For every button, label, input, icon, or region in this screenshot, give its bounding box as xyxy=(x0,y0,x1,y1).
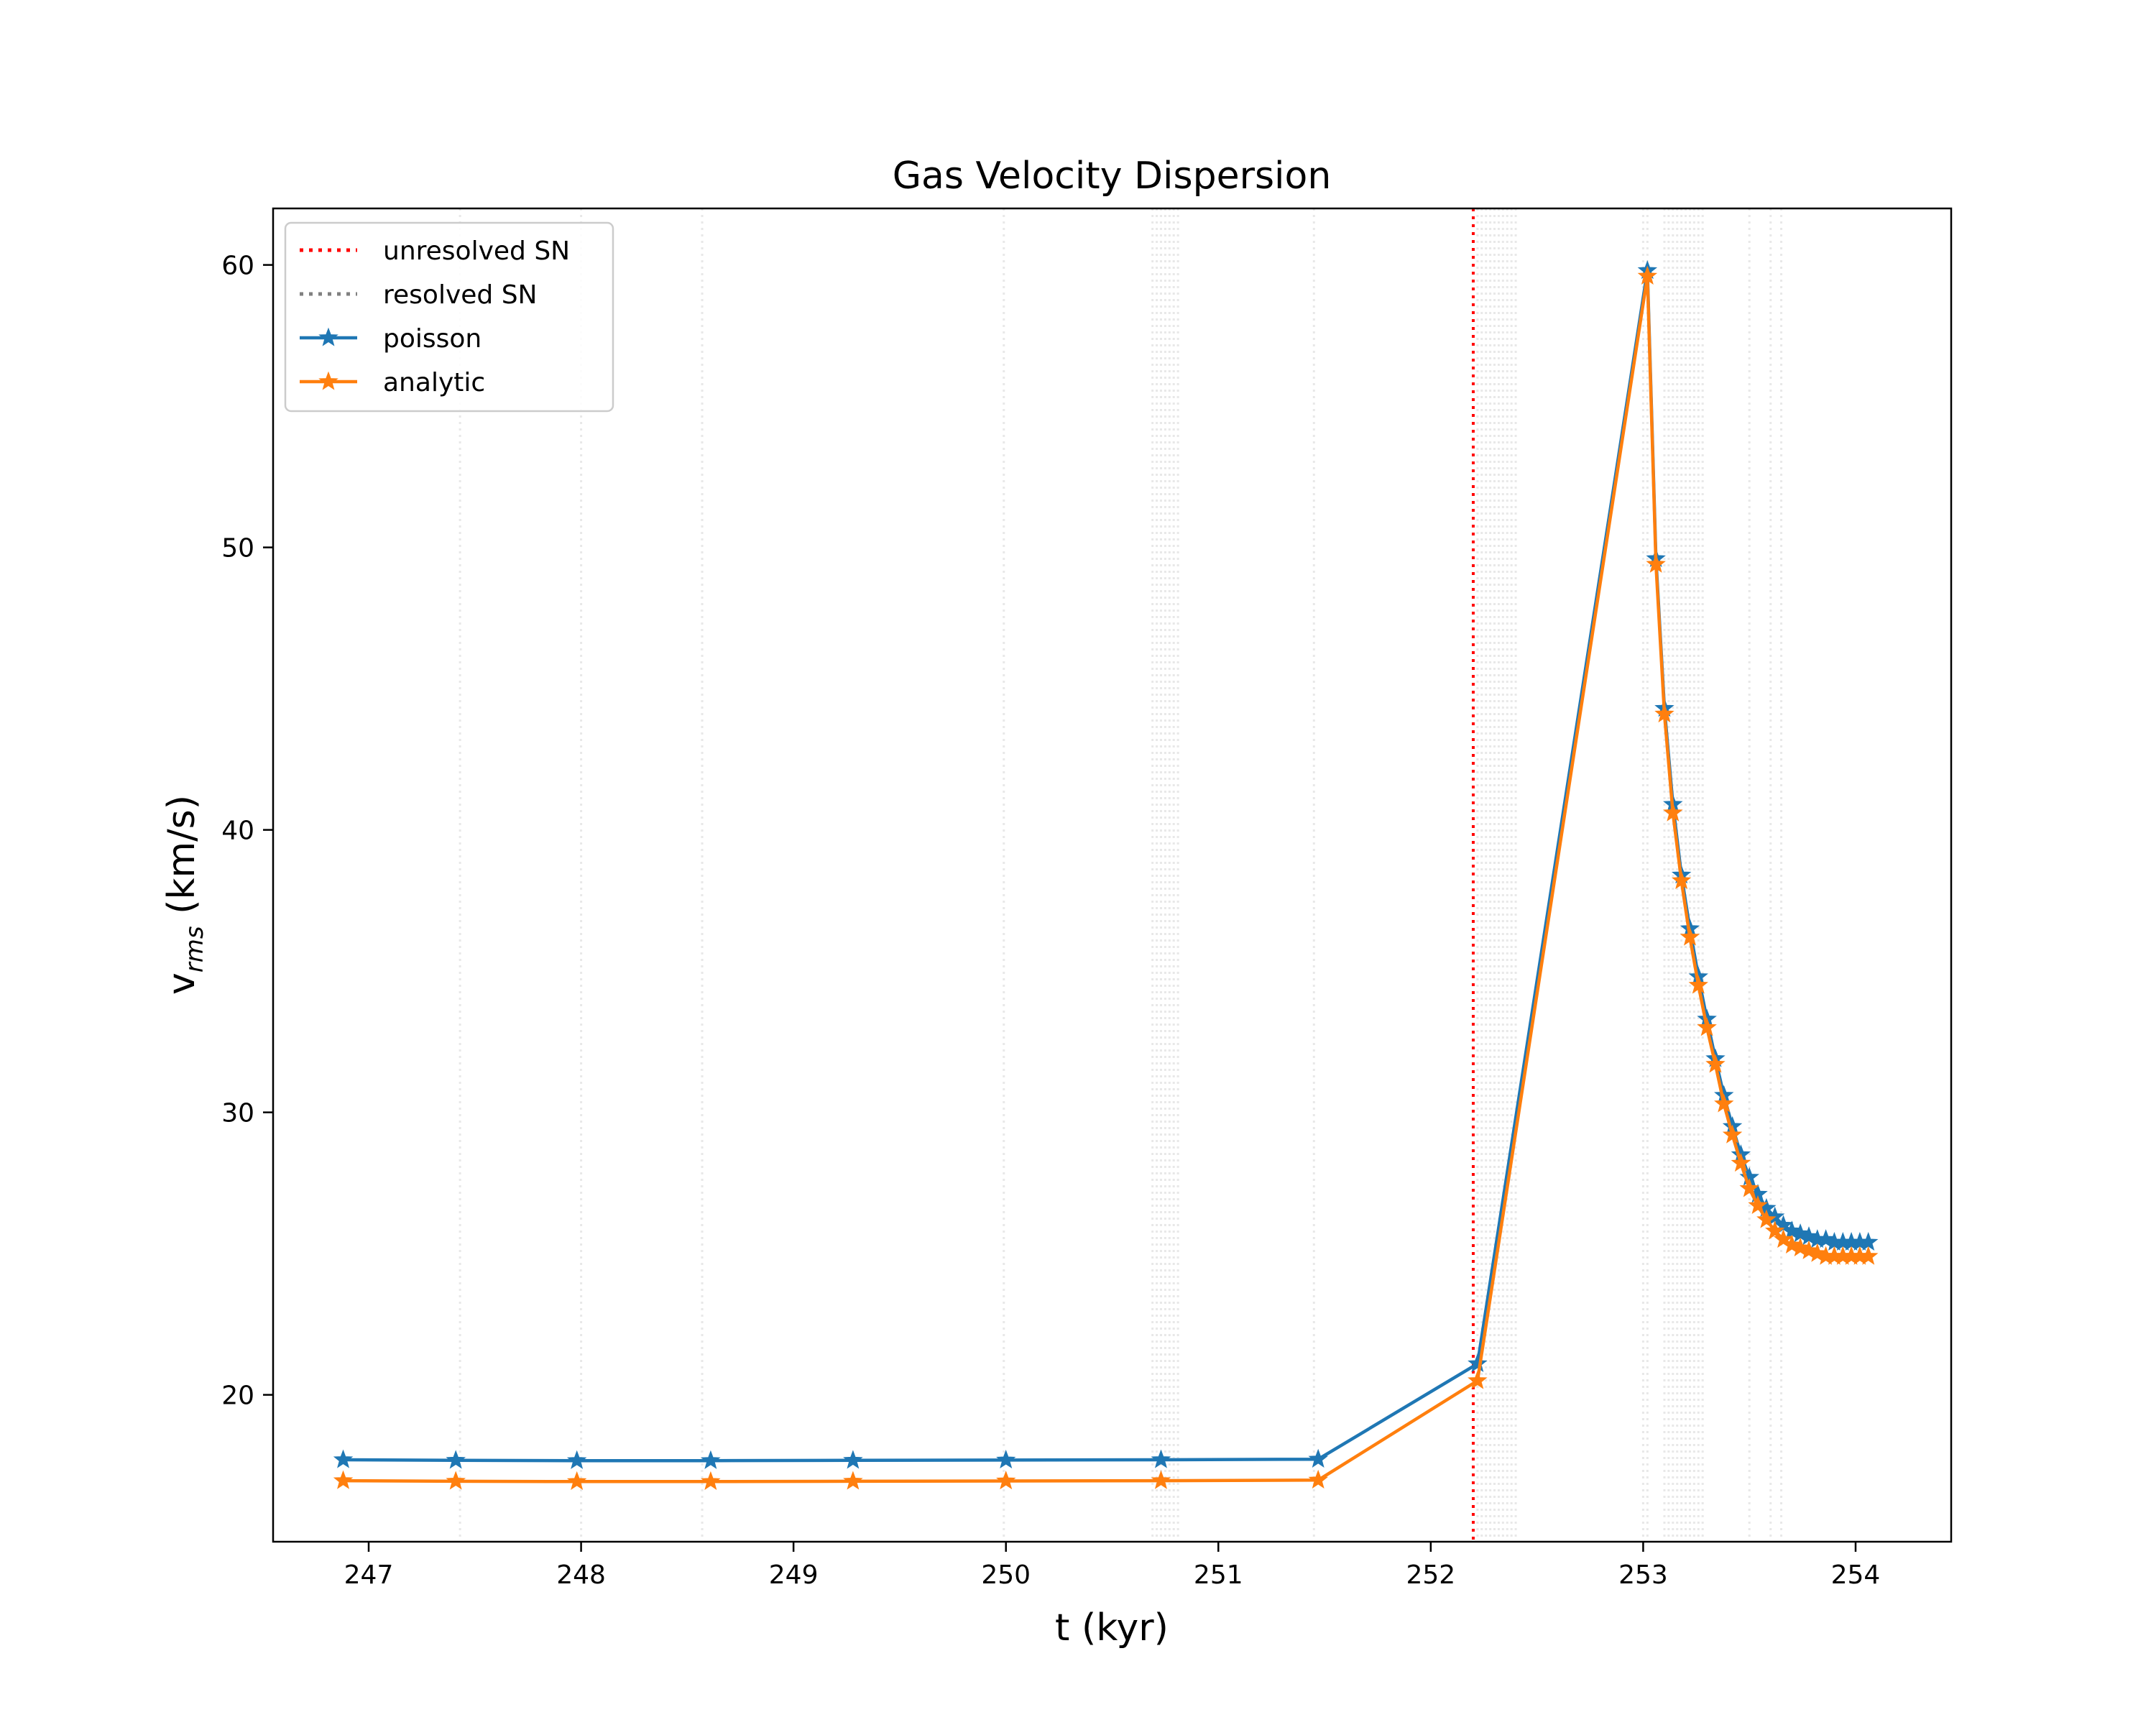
data-point-analytic xyxy=(1731,1152,1751,1172)
data-point-poisson xyxy=(1815,1229,1836,1248)
y-tick-label: 30 xyxy=(221,1099,254,1128)
data-point-analytic xyxy=(1858,1246,1879,1265)
chart-title: Gas Velocity Dispersion xyxy=(893,155,1332,198)
data-point-poisson xyxy=(1468,1353,1488,1373)
x-tick-label: 247 xyxy=(344,1560,394,1590)
data-point-analytic xyxy=(996,1471,1016,1490)
data-point-analytic xyxy=(1714,1093,1734,1113)
x-tick-label: 253 xyxy=(1618,1560,1668,1590)
y-tick-label: 50 xyxy=(221,534,254,564)
legend-box xyxy=(284,221,614,413)
data-point-poisson xyxy=(333,1449,354,1468)
data-point-analytic xyxy=(1663,802,1683,822)
data-point-poisson xyxy=(701,1450,721,1469)
data-point-analytic xyxy=(1739,1178,1759,1197)
data-point-analytic xyxy=(1722,1124,1743,1144)
data-point-analytic xyxy=(1646,553,1666,573)
data-point-analytic xyxy=(1468,1370,1488,1389)
y-axis-label-subscript: rms xyxy=(180,926,209,972)
data-point-analytic xyxy=(333,1470,354,1489)
data-point-poisson xyxy=(996,1449,1016,1469)
x-tick-label: 250 xyxy=(981,1560,1031,1590)
data-point-poisson xyxy=(566,1450,587,1469)
data-point-analytic xyxy=(1688,975,1708,994)
y-tick-label: 60 xyxy=(221,252,254,281)
data-point-analytic xyxy=(1705,1054,1726,1073)
data-point-analytic xyxy=(1654,704,1674,723)
y-axis-label-unit: (km/s) xyxy=(160,795,203,926)
data-point-analytic xyxy=(1782,1234,1802,1254)
y-tick-label: 20 xyxy=(221,1381,254,1411)
data-point-analytic xyxy=(566,1471,587,1490)
data-point-analytic xyxy=(1807,1243,1828,1262)
x-tick-label: 252 xyxy=(1406,1560,1455,1590)
x-axis-label: t (kyr) xyxy=(1055,1606,1169,1650)
series-analytic xyxy=(333,265,1879,1490)
data-point-poisson xyxy=(446,1450,466,1469)
data-point-analytic xyxy=(1680,926,1700,946)
data-point-analytic xyxy=(1790,1237,1810,1256)
data-point-poisson xyxy=(1308,1448,1328,1468)
y-axis-label-base: v xyxy=(160,972,203,995)
data-point-poisson xyxy=(843,1450,863,1469)
legend: unresolved SN resolved SN poisson analytic xyxy=(284,221,614,413)
data-point-analytic xyxy=(1799,1240,1819,1259)
x-tick-label: 249 xyxy=(769,1560,819,1590)
data-point-analytic xyxy=(446,1471,466,1490)
data-point-poisson xyxy=(1151,1449,1171,1468)
data-point-analytic xyxy=(843,1471,863,1490)
data-point-analytic xyxy=(1764,1220,1785,1240)
data-point-analytic xyxy=(701,1471,721,1490)
y-axis-label: vrms (km/s) xyxy=(160,795,209,995)
data-point-analytic xyxy=(1697,1017,1717,1036)
data-point-analytic xyxy=(1773,1229,1794,1248)
y-tick-label: 40 xyxy=(221,816,254,846)
data-point-analytic xyxy=(1748,1195,1768,1214)
data-point-analytic xyxy=(1671,870,1692,890)
x-tick-label: 251 xyxy=(1194,1560,1243,1590)
legend-label-3: analytic xyxy=(383,368,485,397)
axes-frame xyxy=(272,207,1953,1543)
legend-marker-2 xyxy=(318,327,338,346)
data-point-analytic xyxy=(1151,1470,1171,1489)
plot-area: 247 248 249 250 251 252 253 254 20 30 40 50 60 unreso… xyxy=(221,207,1953,1590)
x-tick-label: 254 xyxy=(1831,1560,1881,1590)
legend-label-1: resolved SN xyxy=(383,280,537,310)
legend-marker-3 xyxy=(318,371,338,390)
data-point-analytic xyxy=(1308,1469,1328,1489)
legend-label-0: unresolved SN xyxy=(383,236,570,266)
data-point-analytic xyxy=(1637,265,1658,285)
data-point-analytic xyxy=(1756,1209,1777,1228)
legend-label-2: poisson xyxy=(383,324,482,354)
x-tick-label: 248 xyxy=(556,1560,606,1590)
